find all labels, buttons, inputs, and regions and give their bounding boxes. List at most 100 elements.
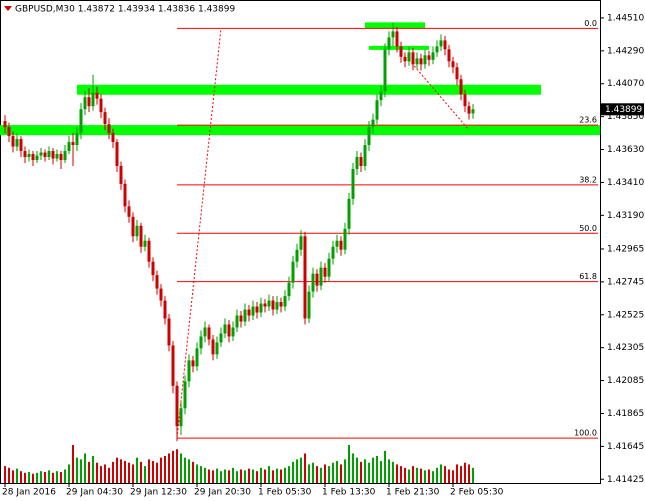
volume-bar (192, 461, 194, 483)
volume-bar (420, 468, 422, 483)
candle-body (423, 55, 427, 65)
candle-body (79, 109, 83, 134)
candle-body (163, 300, 167, 319)
volume-bar (16, 468, 18, 483)
volume-bar (400, 466, 402, 483)
candle-body (343, 228, 347, 250)
volume-bar (308, 464, 310, 483)
volume-bar (472, 467, 474, 483)
volume-bar (464, 462, 466, 483)
volume-bar (416, 467, 418, 483)
x-tick-label: 29 Jan 20:30 (194, 488, 251, 498)
candle-body (75, 133, 79, 146)
candle-body (307, 291, 311, 319)
volume-bar (84, 453, 86, 483)
volume-bar (336, 461, 338, 483)
volume-bar (468, 464, 470, 483)
volume-bar (168, 453, 170, 483)
volume-bar (396, 464, 398, 483)
volume-bar (80, 459, 82, 483)
candle-body (239, 315, 243, 322)
y-tick-label: 1.42525 (607, 310, 644, 320)
candle-body (59, 154, 63, 161)
volume-bar (160, 457, 162, 483)
volume-bar (384, 450, 386, 483)
candle-body (247, 309, 251, 316)
volume-bar (44, 472, 46, 483)
fib-label: 0.0 (584, 19, 597, 28)
candle-body (71, 142, 75, 146)
volume-bar (204, 467, 206, 483)
volume-bar (264, 469, 266, 483)
candle-body (91, 92, 95, 107)
volume-bar (428, 469, 430, 483)
candle-body (227, 324, 231, 337)
volume-bar (88, 461, 90, 483)
volume-bar (456, 464, 458, 483)
candle-body (435, 46, 439, 53)
volume-bar (24, 472, 26, 483)
volume-bar (340, 464, 342, 483)
candle-body (11, 136, 15, 147)
candle-body (347, 198, 351, 229)
volume-bar (124, 461, 126, 483)
fib-trend (176, 28, 222, 439)
volume-bar (112, 461, 114, 483)
candle-body (371, 119, 375, 128)
candle-body (259, 303, 263, 313)
volume-bar (296, 459, 298, 483)
y-tick-label: 1.42305 (607, 343, 644, 353)
volume-bar (444, 466, 446, 483)
volume-bar (216, 468, 218, 483)
volume-bar (408, 469, 410, 483)
y-tick-label: 1.43190 (607, 211, 644, 221)
price-label-box (601, 103, 644, 116)
candle-body (183, 381, 187, 409)
volume-bar (360, 461, 362, 483)
candle-body (391, 31, 395, 38)
volume-bar (136, 457, 138, 483)
candle-body (323, 267, 327, 277)
candle-body (275, 302, 279, 310)
volume-bar (68, 464, 70, 483)
candle-body (447, 49, 451, 62)
fib-label: 23.6 (579, 116, 597, 125)
candle-body (99, 98, 103, 113)
volume-bar (72, 445, 74, 483)
x-tick-label: 28 Jan 2016 (2, 488, 56, 498)
volume-bar (64, 469, 66, 483)
volume-bar (252, 469, 254, 483)
y-tick-label: 1.41425 (607, 475, 644, 485)
fib-label: 100.0 (574, 429, 597, 438)
candle-body (83, 97, 87, 110)
volume-bar (52, 472, 54, 483)
volume-bar (316, 466, 318, 483)
candle-body (271, 300, 275, 310)
candle-body (379, 91, 383, 101)
x-tick-label: 1 Feb 21:30 (386, 488, 440, 498)
candle-body (351, 168, 355, 199)
candle-body (451, 61, 455, 68)
volume-bar (40, 471, 42, 483)
candle-body (295, 249, 299, 262)
candle-body (119, 165, 123, 184)
volume-bar (132, 464, 134, 483)
volume-bar (320, 467, 322, 483)
volume-bar (92, 455, 94, 483)
candle-body (127, 206, 131, 217)
volume-bar (412, 466, 414, 483)
volume-bar (76, 457, 78, 483)
y-tick-label: 1.42745 (607, 277, 644, 287)
candle-body (19, 139, 23, 152)
y-tick-label: 1.44070 (607, 79, 644, 89)
y-tick-label: 1.42085 (607, 376, 644, 386)
candle-body (47, 151, 51, 158)
volume-bar (140, 461, 142, 483)
volume-bar (388, 459, 390, 483)
candle-body (199, 336, 203, 349)
candle-body (407, 52, 411, 62)
candle-body (387, 37, 391, 50)
candle-body (143, 240, 147, 247)
volume-bar (28, 472, 30, 483)
candle-body (319, 267, 323, 286)
